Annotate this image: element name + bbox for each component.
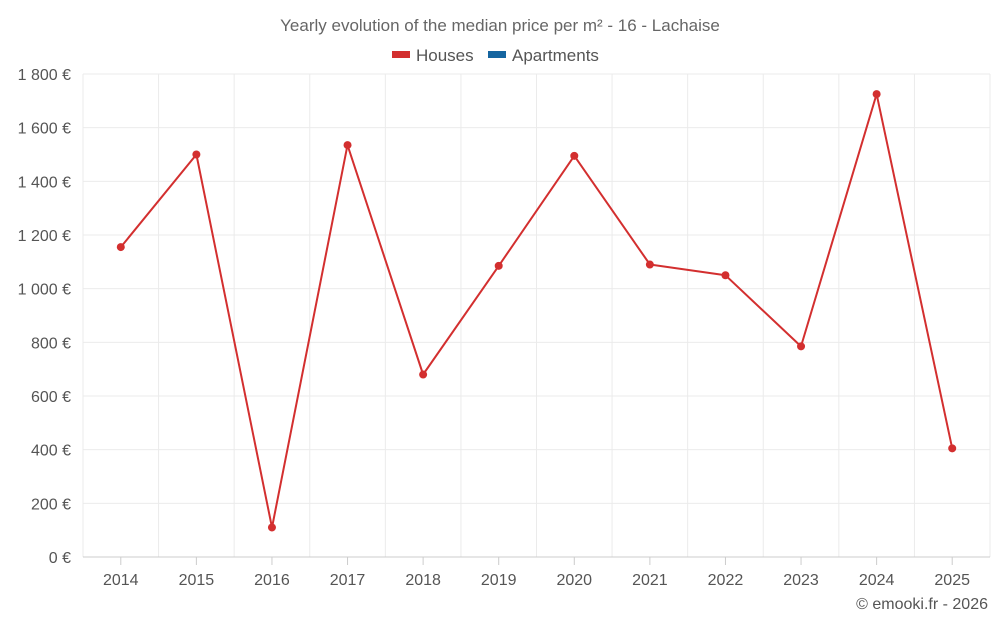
x-tick-label: 2017 — [330, 572, 366, 589]
legend-swatch-apartments — [488, 51, 506, 58]
series-houses — [116, 90, 957, 532]
legend-label-houses: Houses — [416, 46, 474, 65]
x-tick-label: 2014 — [103, 572, 139, 589]
y-axis-ticks: 0 € 200 € 400 € 600 € 800 € 1 000 € 1 200 € 1 4… — [18, 67, 71, 567]
x-tick-label: 2022 — [708, 572, 744, 589]
data-point-houses-2021[interactable] — [645, 260, 654, 269]
footer-credit: © emooki.fr - 2026 — [856, 596, 988, 613]
legend-label-apartments: Apartments — [512, 46, 599, 65]
x-tick-label: 2020 — [556, 572, 592, 589]
x-tick-label: 2015 — [179, 572, 215, 589]
data-point-houses-2025[interactable] — [948, 444, 957, 453]
y-tick-label: 0 € — [49, 550, 71, 567]
x-tick-label: 2023 — [783, 572, 819, 589]
y-tick-label: 800 € — [31, 335, 71, 352]
data-point-houses-2020[interactable] — [570, 151, 579, 160]
data-point-houses-2019[interactable] — [494, 261, 503, 270]
y-tick-label: 1 600 € — [18, 121, 71, 138]
x-tick-label: 2019 — [481, 572, 517, 589]
series-line-houses — [120, 93, 954, 529]
data-point-houses-2017[interactable] — [343, 141, 352, 150]
data-point-houses-2022[interactable] — [721, 271, 730, 280]
x-tick-label: 2021 — [632, 572, 668, 589]
legend-item-apartments[interactable]: Apartments — [488, 46, 599, 65]
data-point-houses-2023[interactable] — [797, 342, 806, 351]
y-tick-label: 400 € — [31, 443, 71, 460]
data-point-houses-2014[interactable] — [116, 243, 125, 252]
legend: Houses Apartments — [392, 46, 599, 65]
data-point-houses-2016[interactable] — [267, 523, 276, 532]
x-tick-label: 2018 — [405, 572, 441, 589]
x-tick-label: 2016 — [254, 572, 290, 589]
data-point-houses-2015[interactable] — [192, 150, 201, 159]
data-point-houses-2024[interactable] — [872, 90, 881, 99]
x-tick-label: 2024 — [859, 572, 895, 589]
chart-title: Yearly evolution of the median price per… — [280, 16, 720, 35]
y-tick-label: 200 € — [31, 496, 71, 513]
y-tick-label: 1 800 € — [18, 67, 71, 84]
x-tick-label: 2025 — [934, 572, 970, 589]
x-axis-ticks: 2014 2015 2016 2017 2018 2019 2020 2021 2022 2023… — [103, 557, 970, 589]
y-tick-label: 1 000 € — [18, 282, 71, 299]
y-tick-label: 1 400 € — [18, 174, 71, 191]
y-tick-label: 1 200 € — [18, 228, 71, 245]
legend-item-houses[interactable]: Houses — [392, 46, 474, 65]
data-point-houses-2018[interactable] — [419, 370, 428, 379]
legend-swatch-houses — [392, 51, 410, 58]
y-tick-label: 600 € — [31, 389, 71, 406]
grid — [82, 73, 991, 558]
